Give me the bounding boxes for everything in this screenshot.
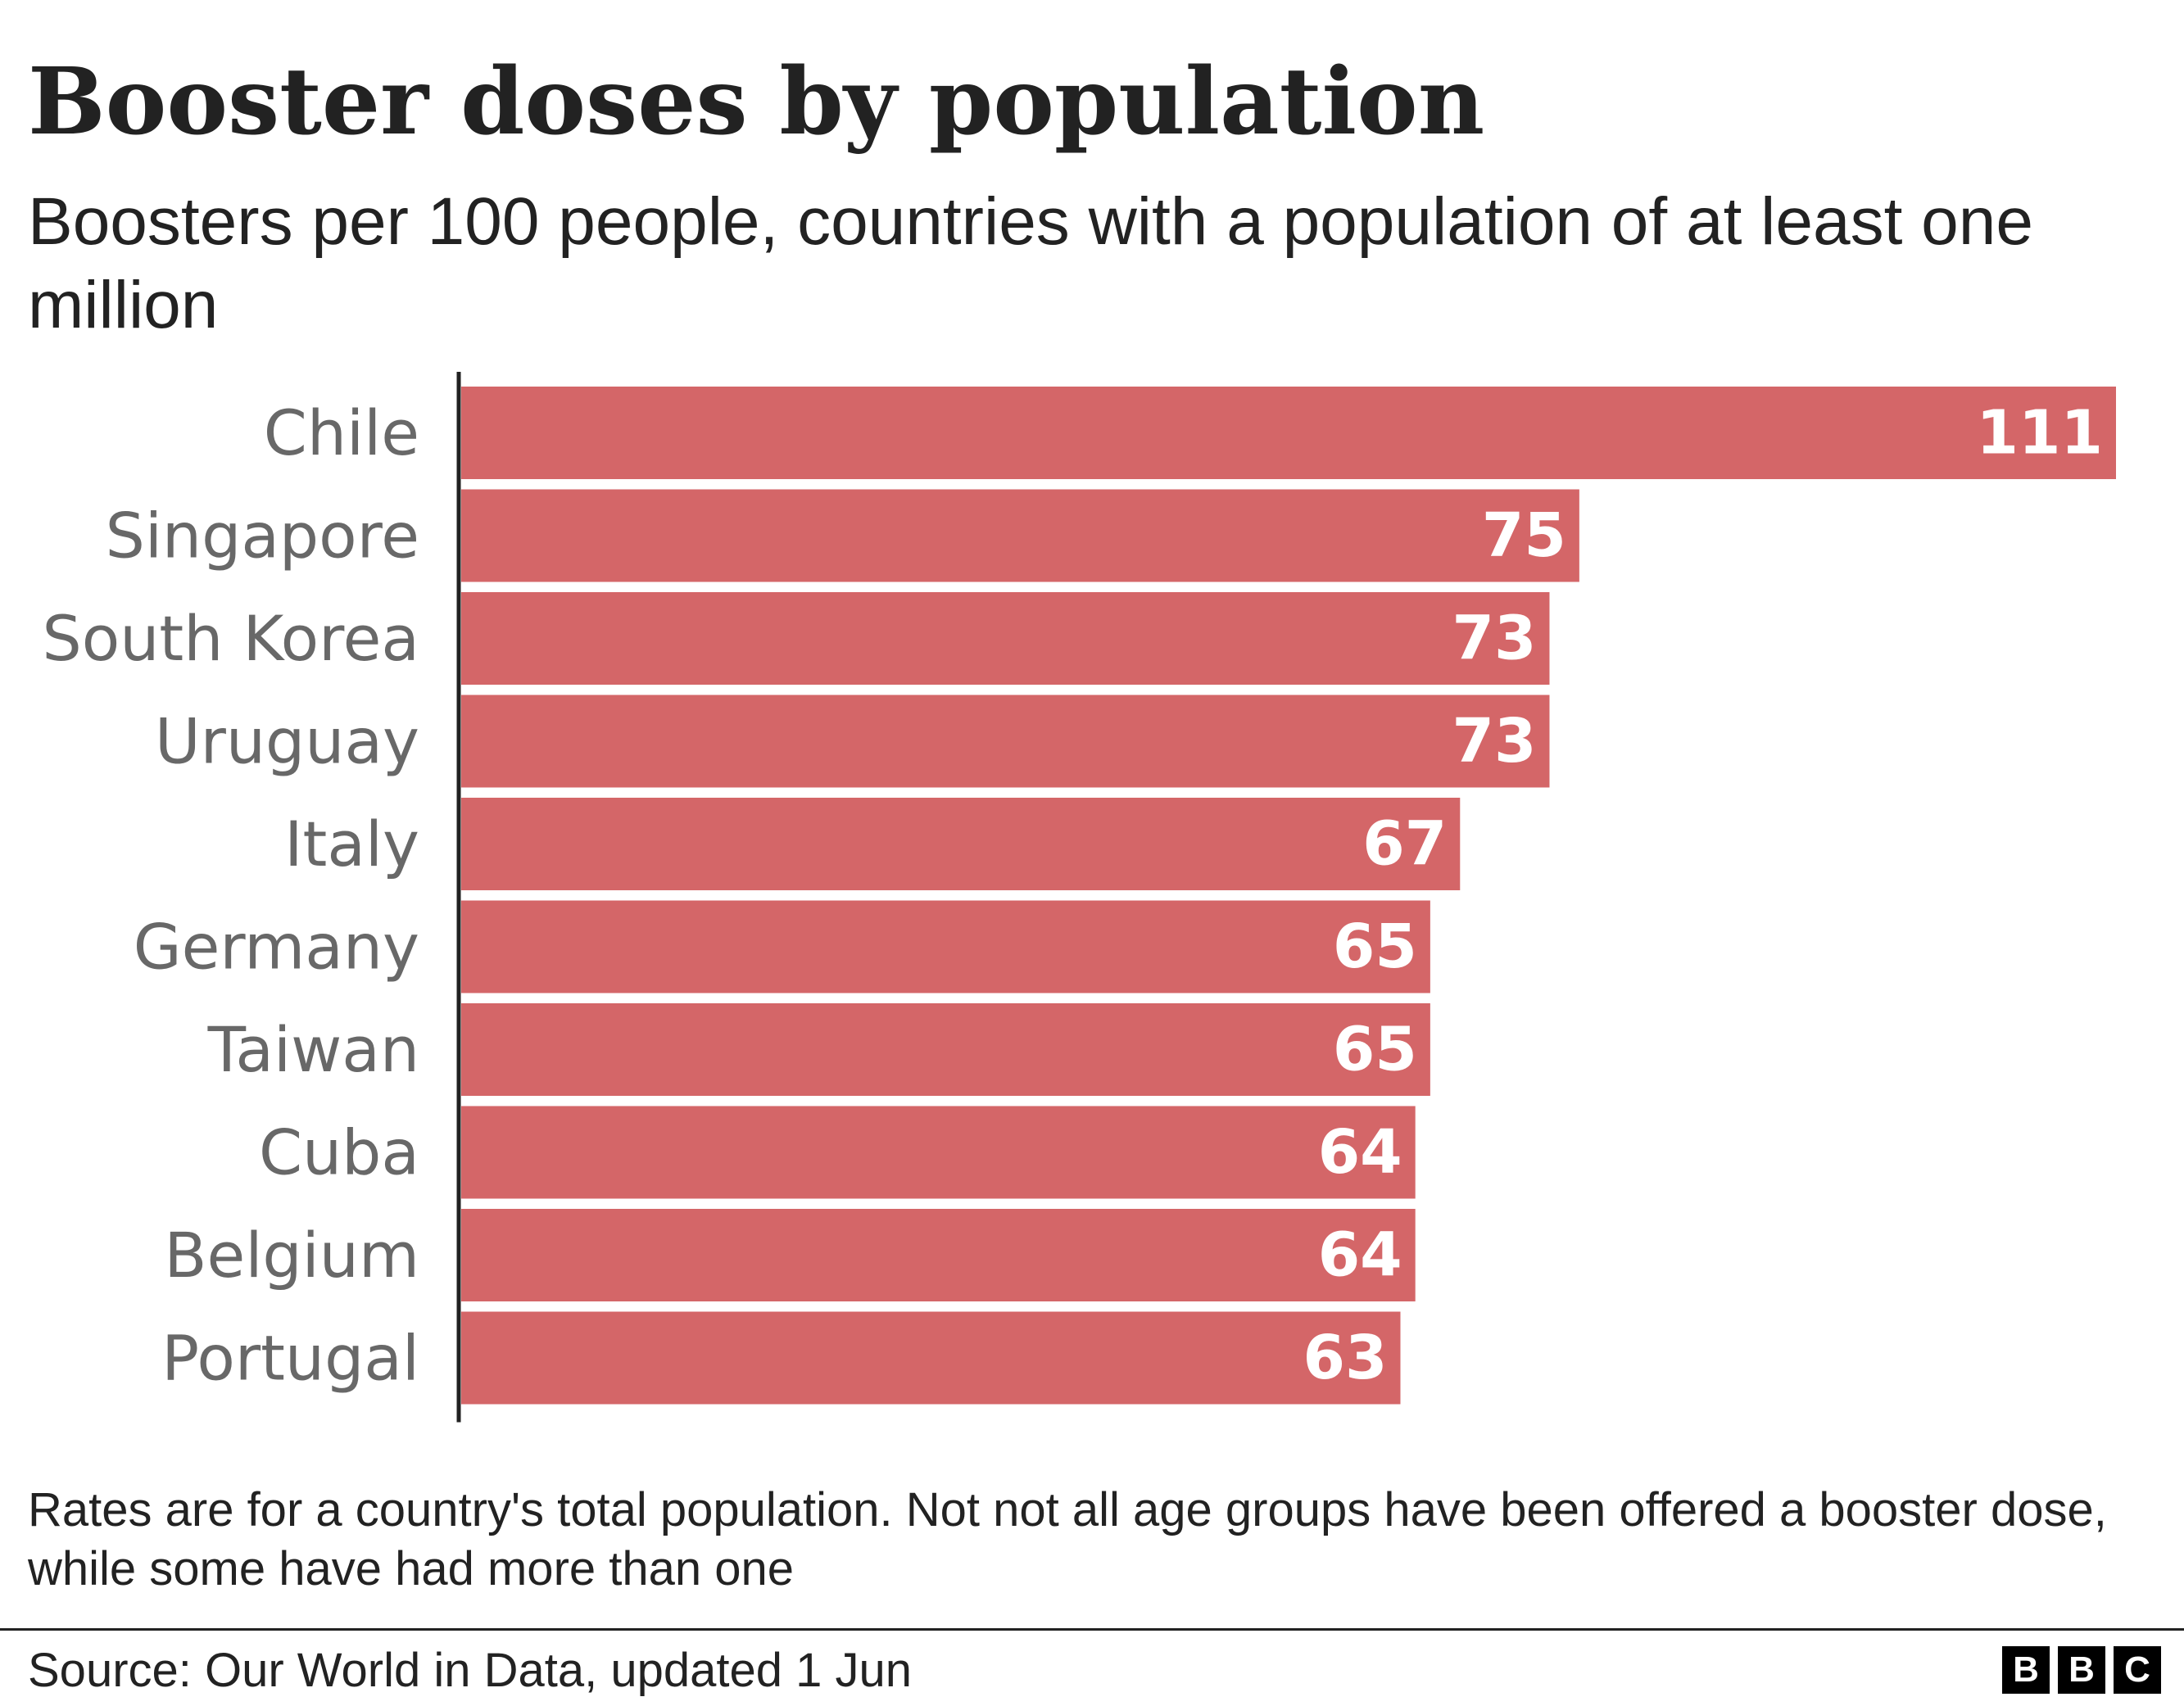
- footnote: Rates are for a country's total populati…: [28, 1483, 2107, 1595]
- value-label: 73: [1452, 706, 1536, 776]
- category-label: Germany: [134, 911, 419, 984]
- category-label: Belgium: [164, 1219, 419, 1292]
- bbc-logo-block: B: [2002, 1646, 2050, 1694]
- bar: [461, 592, 1550, 685]
- chart-subtitle: Boosters per 100 people, countries with …: [28, 184, 2033, 342]
- value-label: 64: [1318, 1220, 1402, 1291]
- category-label: Portugal: [161, 1322, 419, 1395]
- category-label: Italy: [284, 808, 419, 880]
- value-label: 64: [1318, 1117, 1402, 1188]
- bar: [461, 695, 1550, 788]
- value-label: 65: [1333, 1015, 1417, 1085]
- source-text: Source: Our World in Data, updated 1 Jun: [28, 1644, 912, 1697]
- bar: [461, 1003, 1430, 1096]
- bbc-logo: B B C: [2002, 1646, 2161, 1694]
- category-label: Cuba: [259, 1116, 419, 1189]
- category-label: Uruguay: [155, 705, 419, 778]
- bar-chart: Chile 111 Singapore 75 South Korea 73 Uruguay 7…: [43, 372, 2116, 1423]
- chart-title: Booster doses by population: [28, 48, 1485, 156]
- category-label: South Korea: [43, 602, 420, 675]
- category-label: Taiwan: [207, 1013, 419, 1086]
- category-label: Chile: [264, 396, 419, 469]
- value-label: 63: [1303, 1323, 1388, 1393]
- bar: [461, 1311, 1401, 1405]
- category-label: Singapore: [106, 500, 419, 572]
- bar: [461, 489, 1579, 582]
- value-label: 75: [1482, 500, 1566, 571]
- footer-divider: [0, 1628, 2184, 1631]
- bbc-logo-block: C: [2114, 1646, 2161, 1694]
- bar: [461, 798, 1461, 890]
- bar: [461, 387, 2116, 479]
- value-label: 65: [1333, 912, 1417, 982]
- bbc-logo-block: B: [2058, 1646, 2105, 1694]
- value-label: 67: [1362, 809, 1447, 880]
- value-label: 73: [1452, 604, 1536, 674]
- bar: [461, 900, 1430, 993]
- value-label: 111: [1977, 398, 2103, 468]
- bar: [461, 1106, 1416, 1199]
- bar: [461, 1209, 1416, 1301]
